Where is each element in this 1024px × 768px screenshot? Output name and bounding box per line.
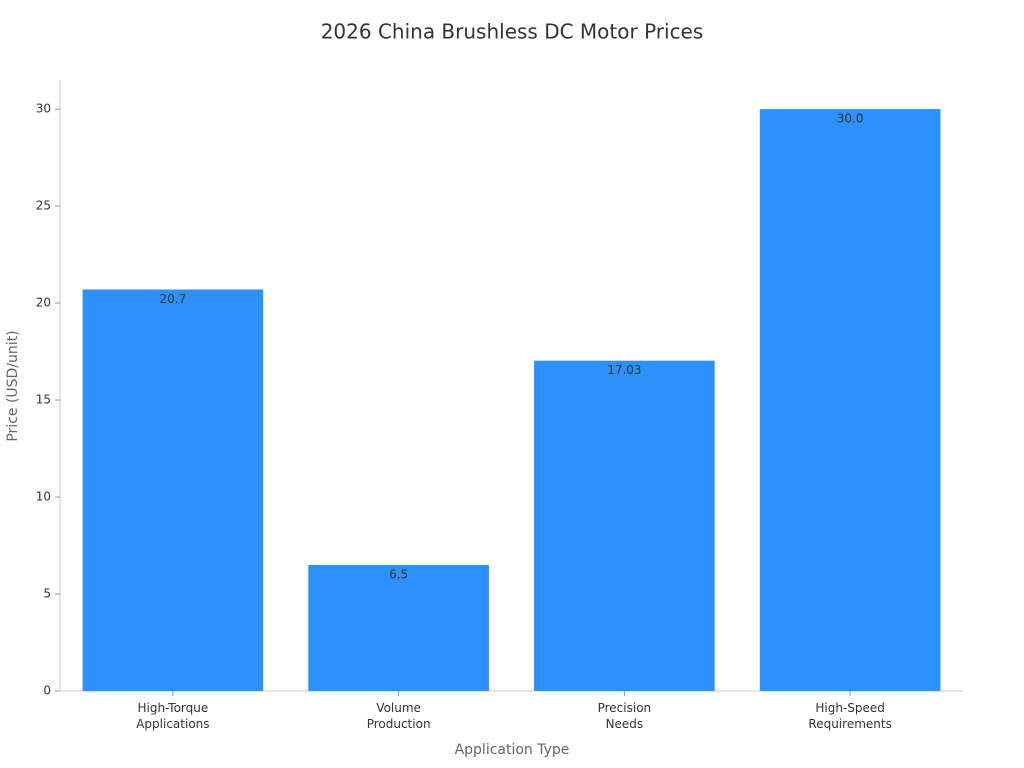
bar (82, 289, 264, 691)
x-tick-label-line: Precision (598, 701, 652, 715)
x-tick-label-line: Volume (376, 701, 421, 715)
x-tick-label-line: Applications (136, 717, 209, 731)
value-label: 30.0 (837, 112, 864, 126)
y-tick-label: 10 (36, 490, 51, 504)
x-tick-label: High-Torque Applications (136, 701, 209, 731)
x-tick-label: High-Speed Requirements (808, 701, 891, 731)
y-tick-label: 30 (36, 102, 51, 116)
x-tick-label: Volume Production (367, 701, 431, 731)
value-label: 20.7 (160, 292, 187, 306)
y-tick-label: 0 (43, 684, 51, 698)
y-tick-label: 25 (36, 199, 51, 213)
bar (534, 360, 715, 691)
x-tick-label-line: Needs (606, 717, 644, 731)
y-tick-label: 20 (36, 296, 51, 310)
y-tick-label: 5 (43, 587, 51, 601)
bar (759, 109, 941, 692)
x-tick-label-line: Requirements (808, 717, 891, 731)
y-tick-label: 15 (36, 393, 51, 407)
x-tick-label-line: High-Torque (137, 701, 208, 715)
x-tick-label-line: Production (367, 717, 431, 731)
y-axis-label: Price (USD/unit) (5, 330, 21, 441)
x-tick-label: Precision Needs (598, 701, 652, 731)
x-tick-label-line: High-Speed (815, 701, 885, 715)
chart-title: 2026 China Brushless DC Motor Prices (321, 20, 704, 44)
value-label: 17.03 (607, 363, 641, 377)
bar (308, 564, 489, 691)
value-label: 6.5 (389, 567, 408, 581)
x-axis-label: Application Type (455, 742, 570, 758)
